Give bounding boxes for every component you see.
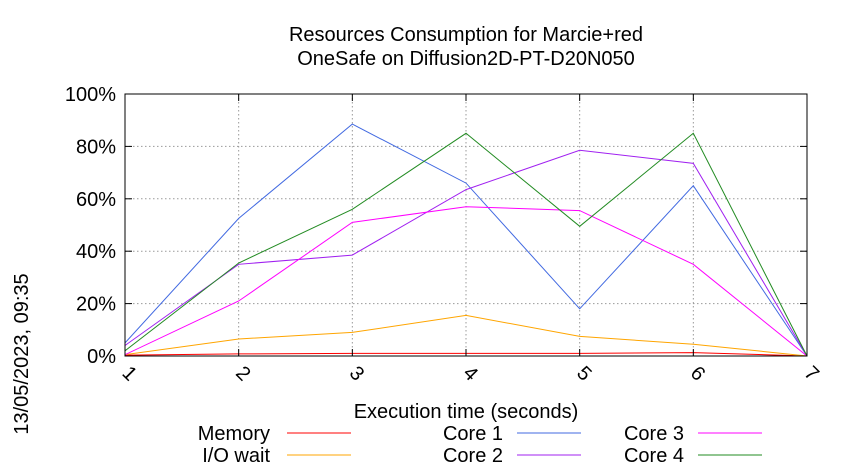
y-tick-label: 80% [76,136,116,158]
legend-label-i-o-wait: I/O wait [202,445,270,467]
series-line-i-o-wait [124,314,808,357]
legend-label-core-2: Core 2 [443,445,503,467]
side-timestamp-label: 13/05/2023, 09:35 [11,273,33,434]
y-tick-label: 0% [87,346,116,368]
x-axis-label: Execution time (seconds) [354,401,579,423]
x-tick-label: 6 [686,362,709,385]
y-tick-label: 60% [76,189,116,211]
y-axis-ticks: 0% 20% 40% 60% 80% 100% [65,84,807,368]
x-tick-label: 2 [231,362,254,385]
x-tick-label: 1 [118,362,141,385]
x-axis-ticks: 1 2 3 4 5 6 7 [118,94,823,385]
series-line-core-3 [124,206,808,357]
x-tick-label: 3 [345,362,368,385]
legend-label-core-4: Core 4 [624,445,684,467]
y-tick-label: 40% [76,241,116,263]
legend-label-core-3: Core 3 [624,423,684,445]
x-tick-label: 4 [459,362,482,385]
x-tick-label: 5 [572,362,595,385]
chart-title-line2: OneSafe on Diffusion2D-PT-D20N050 [297,48,635,70]
y-tick-label: 100% [65,84,116,106]
chart-title-line1: Resources Consumption for Marcie+red [289,24,643,46]
series-line-core-1 [124,123,808,357]
grid [125,94,807,356]
legend-label-core-1: Core 1 [443,423,503,445]
series-line-core-2 [124,149,808,357]
x-tick-label: 7 [800,362,823,385]
y-tick-label: 20% [76,294,116,316]
series-line-core-4 [124,132,808,357]
legend-label-memory: Memory [198,423,270,445]
